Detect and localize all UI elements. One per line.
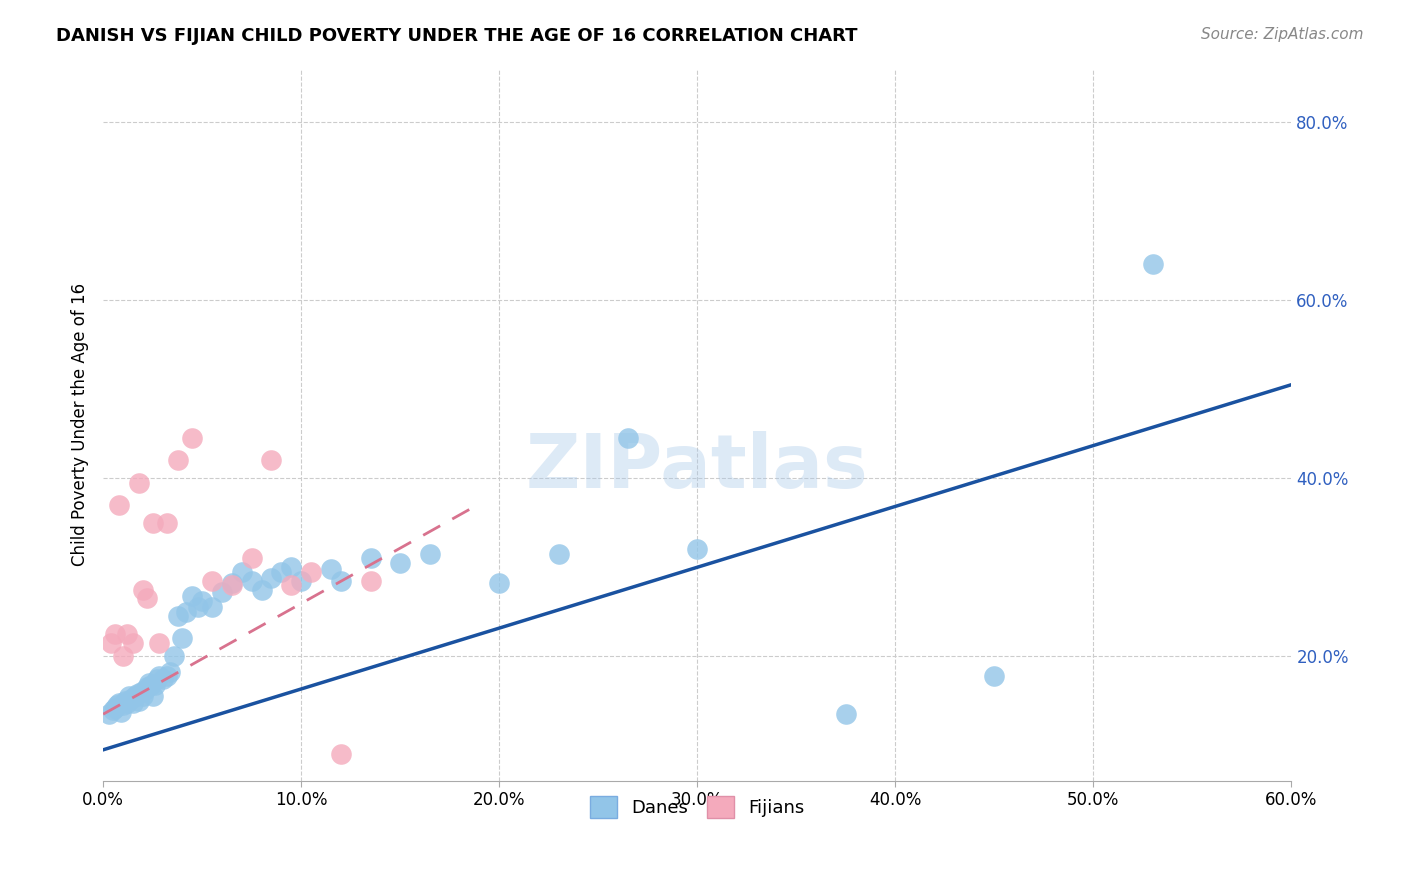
Point [135,681,157,695]
Point [187,600,209,615]
Point [104,701,127,715]
Point [280,560,302,574]
Point [111,698,134,713]
Point [142,516,165,530]
Point [835,707,858,722]
Point [128,694,150,708]
Point [120,692,142,706]
Point [145,672,167,686]
Point [167,609,190,624]
Point [617,431,640,445]
Point [148,669,170,683]
Text: ZIPatlas: ZIPatlas [526,431,869,504]
Point [104,627,127,641]
Point [167,453,190,467]
Point [191,594,214,608]
Point [201,574,224,588]
Point [115,696,138,710]
Point [201,600,224,615]
Point [111,649,134,664]
Point [1142,257,1164,271]
Point [134,683,156,698]
Point [181,431,204,445]
Point [290,574,312,588]
Point [159,665,181,680]
Point [250,582,273,597]
Y-axis label: Child Poverty Under the Age of 16: Child Poverty Under the Age of 16 [72,283,89,566]
Text: DANISH VS FIJIAN CHILD POVERTY UNDER THE AGE OF 16 CORRELATION CHART: DANISH VS FIJIAN CHILD POVERTY UNDER THE… [56,27,858,45]
Point [125,687,148,701]
Point [124,690,146,704]
Point [121,636,143,650]
Point [240,551,263,566]
Point [270,565,292,579]
Text: Source: ZipAtlas.com: Source: ZipAtlas.com [1201,27,1364,42]
Point [389,556,412,570]
Point [98,707,121,722]
Point [176,605,198,619]
Point [260,453,283,467]
Point [101,703,124,717]
Point [128,475,150,490]
Point [280,578,302,592]
Point [488,576,510,591]
Point [155,516,177,530]
Legend: Danes, Fijians: Danes, Fijians [583,789,811,825]
Point [115,627,138,641]
Point [329,574,352,588]
Point [221,576,243,591]
Point [100,636,122,650]
Point [110,705,132,719]
Point [299,565,322,579]
Point [231,565,253,579]
Point [114,694,136,708]
Point [329,747,352,762]
Point [181,589,204,603]
Point [108,498,131,512]
Point [121,696,143,710]
Point [152,672,174,686]
Point [221,578,243,592]
Point [172,632,194,646]
Point [319,562,342,576]
Point [148,636,170,650]
Point [135,591,157,606]
Point [132,582,155,597]
Point [360,551,382,566]
Point [419,547,441,561]
Point [105,698,128,713]
Point [143,678,166,692]
Point [132,690,155,704]
Point [155,669,177,683]
Point [547,547,569,561]
Point [983,669,1005,683]
Point [163,649,186,664]
Point [260,571,283,585]
Point [139,678,162,692]
Point [118,690,141,704]
Point [142,690,165,704]
Point [240,574,263,588]
Point [108,696,131,710]
Point [129,685,152,699]
Point [686,542,709,557]
Point [138,676,160,690]
Point [211,585,233,599]
Point [360,574,382,588]
